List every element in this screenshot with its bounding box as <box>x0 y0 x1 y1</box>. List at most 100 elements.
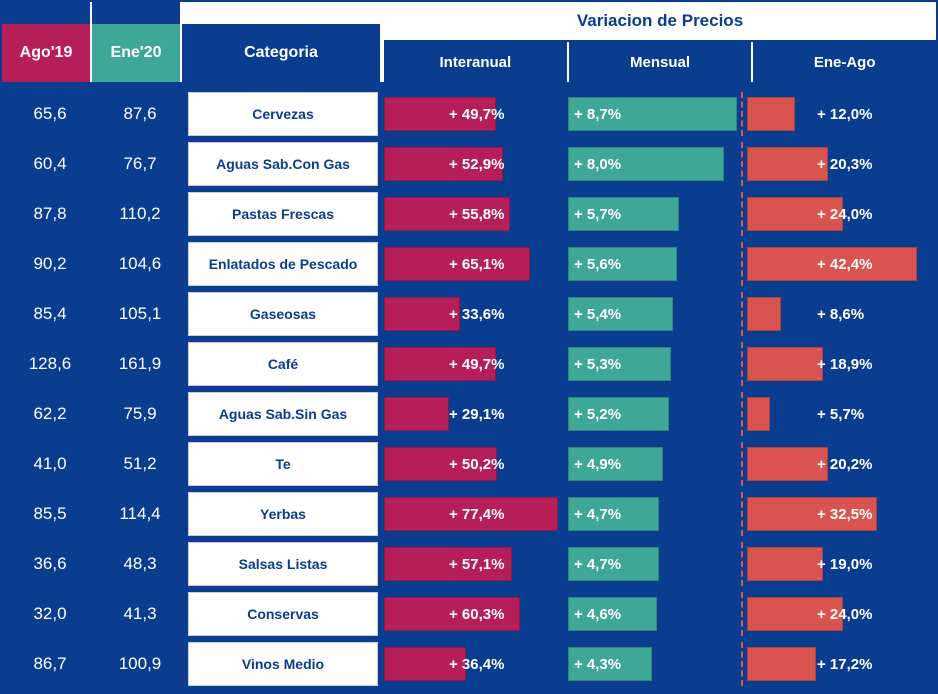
cell-categoria: Salsas Listas <box>188 542 378 586</box>
eneago-bar <box>747 647 816 681</box>
interanual-bar-cell: + 49,7% <box>384 342 564 386</box>
mensual-bar-label: + 4,7% <box>574 506 621 523</box>
mensual-bar-label: + 8,7% <box>574 106 621 123</box>
eneago-bar-label: + 8,6% <box>817 306 864 323</box>
cell-ago19: 128,6 <box>8 342 92 386</box>
mensual-bar-cell: + 4,7% <box>568 542 743 586</box>
table-row: 65,687,6Cervezas+ 49,7%+ 8,7%+ 12,0% <box>8 92 930 136</box>
interanual-bar-label: + 49,7% <box>449 106 504 123</box>
cell-categoria: Yerbas <box>188 492 378 536</box>
cell-categoria: Vinos Medio <box>188 642 378 686</box>
eneago-bar <box>747 147 828 181</box>
mensual-bar-cell: + 4,6% <box>568 592 743 636</box>
table-row: 90,2104,6Enlatados de Pescado+ 65,1%+ 5,… <box>8 242 930 286</box>
cell-ene20: 87,6 <box>98 92 182 136</box>
interanual-bar-label: + 60,3% <box>449 606 504 623</box>
cell-categoria: Te <box>188 442 378 486</box>
header-interanual: Interanual <box>384 42 569 82</box>
mensual-bar-label: + 8,0% <box>574 156 621 173</box>
interanual-bar-label: + 52,9% <box>449 156 504 173</box>
eneago-bar <box>747 447 828 481</box>
mensual-bar-label: + 4,6% <box>574 606 621 623</box>
eneago-bar-label: + 19,0% <box>817 556 872 573</box>
cell-ene20: 51,2 <box>98 442 182 486</box>
interanual-bar <box>384 397 449 431</box>
table-row: 60,476,7Aguas Sab.Con Gas + 52,9% + 8,0% + … <box>8 142 930 186</box>
price-variation-table: Ago'19 Ene'20 Categoria Variacion de Pre… <box>0 0 938 694</box>
table-row: 85,5114,4Yerbas+ 77,4% + 4,7% + 32,5% <box>8 492 930 536</box>
interanual-bar-cell: + 55,8% <box>384 192 564 236</box>
eneago-bar-cell: + 20,2% <box>747 442 930 486</box>
mensual-bar-cell: + 8,7% <box>568 92 743 136</box>
mensual-bar-cell: + 5,3% <box>568 342 743 386</box>
table-row: 85,4105,1Gaseosas+ 33,6% + 5,4% + 8,6% <box>8 292 930 336</box>
mensual-bar-cell: + 5,2% <box>568 392 743 436</box>
cell-ago19: 87,8 <box>8 192 92 236</box>
right-header: Variacion de Precios Interanual Mensual … <box>382 2 936 82</box>
cell-ene20: 41,3 <box>98 592 182 636</box>
interanual-bar-label: + 57,1% <box>449 556 504 573</box>
mensual-bar-cell: + 5,7% <box>568 192 743 236</box>
eneago-bar-label: + 24,0% <box>817 606 872 623</box>
cell-categoria: Enlatados de Pescado <box>188 242 378 286</box>
cell-ago19: 85,4 <box>8 292 92 336</box>
header-categoria: Categoria <box>182 24 382 82</box>
cell-ene20: 48,3 <box>98 542 182 586</box>
cell-ago19: 90,2 <box>8 242 92 286</box>
eneago-bar-cell: + 24,0% <box>747 592 930 636</box>
interanual-bar-label: + 36,4% <box>449 656 504 673</box>
table-body: 65,687,6Cervezas+ 49,7%+ 8,7%+ 12,0%60,4… <box>2 82 936 692</box>
eneago-bar-label: + 5,7% <box>817 406 864 423</box>
cell-categoria: Cervezas <box>188 92 378 136</box>
interanual-bar-cell: + 33,6% <box>384 292 564 336</box>
cell-ago19: 60,4 <box>8 142 92 186</box>
mensual-bar-label: + 5,4% <box>574 306 621 323</box>
header-mensual: Mensual <box>569 42 754 82</box>
interanual-bar-cell: + 77,4% <box>384 492 564 536</box>
eneago-bar-cell: + 24,0% <box>747 192 930 236</box>
interanual-bar-cell: + 49,7% <box>384 92 564 136</box>
eneago-bar-label: + 20,3% <box>817 156 872 173</box>
header-ene20: Ene'20 <box>92 24 182 82</box>
cell-ene20: 76,7 <box>98 142 182 186</box>
eneago-bar-cell: + 17,2% <box>747 642 930 686</box>
cell-categoria: Gaseosas <box>188 292 378 336</box>
table-row: 62,275,9Aguas Sab.Sin Gas+ 29,1%+ 5,2%+ … <box>8 392 930 436</box>
eneago-bar <box>747 297 781 331</box>
cell-ago19: 32,0 <box>8 592 92 636</box>
cell-ago19: 85,5 <box>8 492 92 536</box>
eneago-bar-label: + 17,2% <box>817 656 872 673</box>
mensual-bar-cell: + 5,6% <box>568 242 743 286</box>
table-row: 36,648,3Salsas Listas + 57,1% + 4,7% + 19,0… <box>8 542 930 586</box>
header-ene-ago: Ene-Ago <box>753 42 936 82</box>
mensual-bar-label: + 5,7% <box>574 206 621 223</box>
header-ago19: Ago'19 <box>2 24 92 82</box>
interanual-bar-cell: + 52,9% <box>384 142 564 186</box>
interanual-bar-label: + 55,8% <box>449 206 504 223</box>
cell-ene20: 161,9 <box>98 342 182 386</box>
eneago-bar <box>747 547 823 581</box>
cell-categoria: Aguas Sab.Con Gas <box>188 142 378 186</box>
mensual-bar-cell: + 4,9% <box>568 442 743 486</box>
eneago-bar-label: + 42,4% <box>817 256 872 273</box>
interanual-bar-label: + 65,1% <box>449 256 504 273</box>
cell-ene20: 105,1 <box>98 292 182 336</box>
eneago-bar <box>747 397 770 431</box>
mensual-bar-cell: + 8,0% <box>568 142 743 186</box>
eneago-bar-cell: + 20,3% <box>747 142 930 186</box>
cell-ago19: 36,6 <box>8 542 92 586</box>
eneago-bar-cell: + 19,0% <box>747 542 930 586</box>
cell-categoria: Conservas <box>188 592 378 636</box>
table-row: 32,041,3Conservas + 60,3% + 4,6% + 24,0% <box>8 592 930 636</box>
interanual-bar-cell: + 57,1% <box>384 542 564 586</box>
cell-ene20: 114,4 <box>98 492 182 536</box>
eneago-bar-cell: + 42,4% <box>747 242 930 286</box>
cell-ene20: 100,9 <box>98 642 182 686</box>
mensual-bar-cell: + 5,4% <box>568 292 743 336</box>
interanual-bar-cell: + 65,1% <box>384 242 564 286</box>
interanual-bar-cell: + 36,4% <box>384 642 564 686</box>
interanual-bar-cell: + 60,3% <box>384 592 564 636</box>
eneago-bar <box>747 347 823 381</box>
eneago-bar-label: + 32,5% <box>817 506 872 523</box>
eneago-bar-cell: + 8,6% <box>747 292 930 336</box>
